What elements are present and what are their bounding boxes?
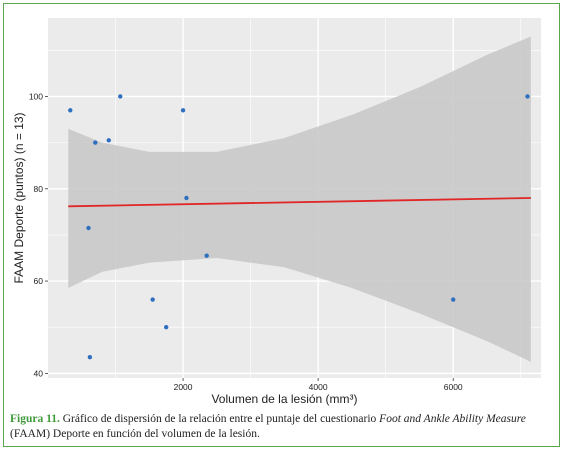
y-tick-label: 100 [29, 91, 43, 101]
confidence-band [68, 36, 531, 362]
x-tick-label: 4000 [309, 382, 328, 392]
caption-label: Figura 11. [10, 413, 60, 425]
data-point [87, 355, 93, 360]
data-point [525, 94, 530, 99]
y-axis-label: FAAM Deporte (puntos) (n = 13) [12, 112, 26, 283]
data-point [93, 140, 98, 145]
regression-line [68, 197, 531, 208]
caption-text-1: Gráfico de dispersión de la relación ent… [59, 413, 380, 425]
x-axis-label: Volumen de la lesión (mm³) [211, 392, 357, 406]
caption-italic: Foot and Ankle Ability Measure [379, 413, 526, 425]
y-tick-label: 60 [34, 276, 44, 286]
y-tick-label: 80 [34, 184, 44, 194]
data-point [106, 138, 111, 143]
data-point [163, 325, 169, 330]
caption-text-2: (FAAM) Deporte en función del volumen de… [10, 428, 260, 440]
x-axis-ticks: 2000 4000 6000 [174, 378, 463, 392]
y-tick-label: 40 [34, 368, 44, 378]
data-point [68, 108, 73, 113]
data-point [204, 253, 209, 258]
data-point [150, 297, 155, 302]
data-points [68, 94, 530, 360]
x-tick-label: 2000 [174, 382, 193, 392]
data-point [180, 108, 186, 113]
data-point [451, 297, 456, 302]
data-point [184, 195, 189, 201]
data-point [86, 225, 91, 231]
data-point [118, 94, 123, 99]
figure-caption: Figura 11. Gráfico de dispersión de la r… [10, 412, 550, 442]
x-tick-label: 6000 [444, 382, 463, 392]
y-axis-ticks: 40 60 80 100 [29, 91, 48, 378]
